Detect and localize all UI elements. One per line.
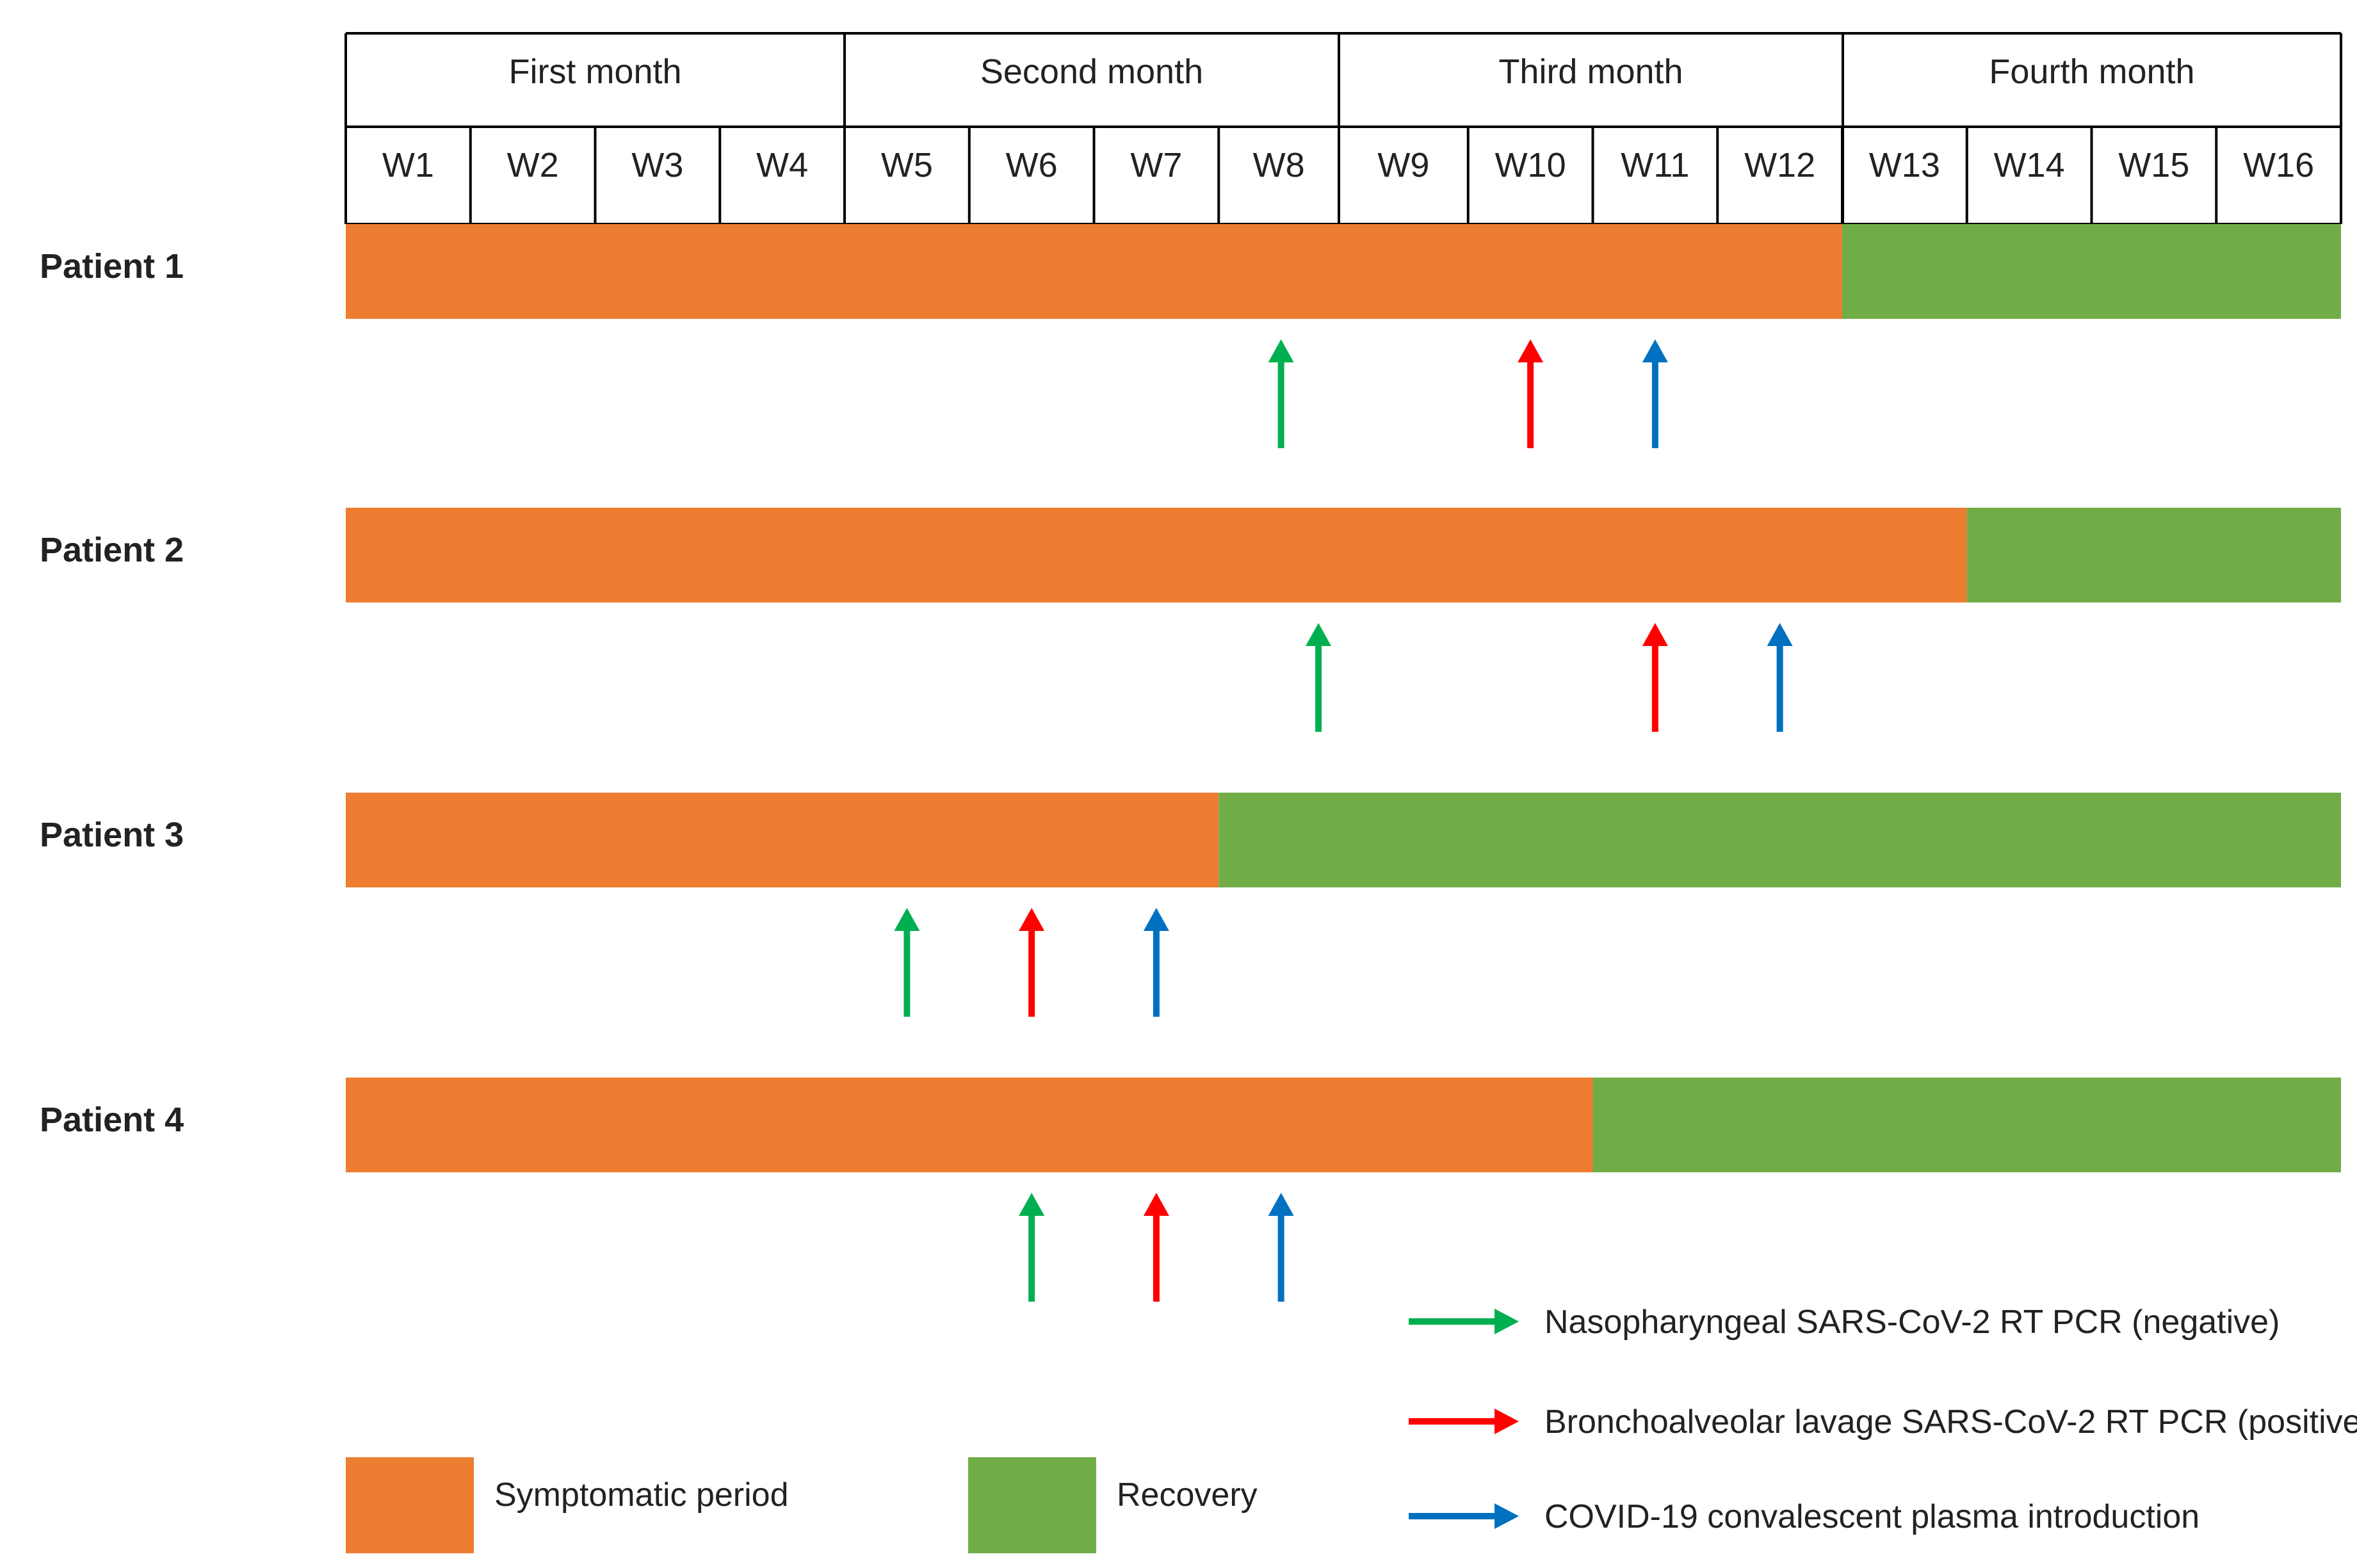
bronchoalveolar-legend-arrow-icon xyxy=(1494,1409,1519,1434)
month-label: Second month xyxy=(980,53,1203,91)
week-label: W9 xyxy=(1377,146,1429,184)
nasopharyngeal-arrow xyxy=(894,908,920,1017)
plasma-legend-label: COVID-19 convalescent plasma introductio… xyxy=(1544,1498,2199,1535)
plasma-arrow xyxy=(1143,908,1169,1017)
bronchoalveolar-arrow xyxy=(1518,339,1544,448)
patient-label: Patient 4 xyxy=(40,1101,184,1139)
patient-row: Patient 3 xyxy=(40,793,2341,1017)
plasma-legend-arrow-icon xyxy=(1494,1503,1519,1529)
week-label: W6 xyxy=(1006,146,1058,184)
week-label: W14 xyxy=(1994,146,2065,184)
nasopharyngeal-arrow-head xyxy=(1268,339,1294,362)
month-label: Third month xyxy=(1498,53,1683,91)
symptomatic-swatch xyxy=(346,1457,474,1553)
week-label: W5 xyxy=(881,146,933,184)
plasma-arrow xyxy=(1268,1193,1294,1302)
nasopharyngeal-arrow xyxy=(1268,339,1294,448)
recovery-swatch xyxy=(968,1457,1096,1553)
nasopharyngeal-legend-item: Nasopharyngeal SARS-CoV-2 RT PCR (negati… xyxy=(1409,1304,2280,1341)
week-label: W13 xyxy=(1869,146,1940,184)
nasopharyngeal-arrow xyxy=(1306,623,1332,732)
bronchoalveolar-arrow-head xyxy=(1518,339,1544,362)
symptomatic-bar xyxy=(346,1078,1593,1172)
patient-row: Patient 4 xyxy=(40,1078,2341,1302)
plasma-arrow-head xyxy=(1767,623,1793,646)
recovery-bar xyxy=(1842,224,2341,319)
week-label: W10 xyxy=(1495,146,1566,184)
week-month-header: First month Second month Third month Fourth… xyxy=(344,32,2342,225)
bronchoalveolar-arrow-head xyxy=(1143,1193,1169,1216)
week-label: W4 xyxy=(756,146,808,184)
patient-row: Patient 2 xyxy=(40,508,2341,732)
bronchoalveolar-arrow-head xyxy=(1019,908,1045,931)
symptomatic-bar xyxy=(346,793,1219,887)
week-label: W7 xyxy=(1130,146,1182,184)
patient-label: Patient 2 xyxy=(40,531,184,569)
nasopharyngeal-arrow xyxy=(1019,1193,1045,1302)
month-label: Fourth month xyxy=(1989,53,2194,91)
week-label: W8 xyxy=(1253,146,1305,184)
nasopharyngeal-legend-arrow-icon xyxy=(1494,1309,1519,1334)
bronchoalveolar-legend-item: Bronchoalveolar lavage SARS-CoV-2 RT PCR… xyxy=(1409,1403,2357,1441)
plasma-arrow-head xyxy=(1268,1193,1294,1216)
symptomatic-bar xyxy=(346,224,1842,319)
plasma-arrow xyxy=(1642,339,1668,448)
week-label: W3 xyxy=(631,146,683,184)
bronchoalveolar-arrow xyxy=(1642,623,1668,732)
plasma-arrow-head xyxy=(1143,908,1169,931)
month-label: First month xyxy=(508,53,681,91)
bronchoalveolar-arrow xyxy=(1143,1193,1169,1302)
recovery-legend-label: Recovery xyxy=(1117,1476,1258,1514)
nasopharyngeal-arrow-head xyxy=(894,908,920,931)
plasma-arrow xyxy=(1767,623,1793,732)
legend: Symptomatic period Recovery Nasopharyngeal… xyxy=(346,1304,2357,1553)
recovery-bar xyxy=(1592,1078,2341,1172)
patient-label: Patient 1 xyxy=(40,247,184,286)
bronchoalveolar-legend-label: Bronchoalveolar lavage SARS-CoV-2 RT PCR… xyxy=(1544,1403,2357,1441)
recovery-bar xyxy=(1219,793,2341,887)
patient-label: Patient 3 xyxy=(40,816,184,854)
week-label: W16 xyxy=(2243,146,2314,184)
week-label: W11 xyxy=(1621,146,1689,184)
bronchoalveolar-arrow-head xyxy=(1642,623,1668,646)
symptomatic-legend-label: Symptomatic period xyxy=(494,1476,789,1514)
bronchoalveolar-arrow xyxy=(1019,908,1045,1017)
plasma-arrow-head xyxy=(1642,339,1668,362)
week-label: W15 xyxy=(2118,146,2189,184)
recovery-bar xyxy=(1966,508,2341,602)
patient-row: Patient 1 xyxy=(40,224,2341,448)
plasma-legend-item: COVID-19 convalescent plasma introductio… xyxy=(1409,1498,2199,1535)
nasopharyngeal-arrow-head xyxy=(1306,623,1332,646)
nasopharyngeal-legend-label: Nasopharyngeal SARS-CoV-2 RT PCR (negati… xyxy=(1544,1304,2280,1341)
week-label: W1 xyxy=(382,146,434,184)
nasopharyngeal-arrow-head xyxy=(1019,1193,1045,1216)
patient-rows: Patient 1 Patient 2 Patient 3 Patient 4 xyxy=(40,224,2341,1302)
symptomatic-bar xyxy=(346,508,1967,602)
week-label: W2 xyxy=(507,146,559,184)
week-label: W12 xyxy=(1744,146,1815,184)
